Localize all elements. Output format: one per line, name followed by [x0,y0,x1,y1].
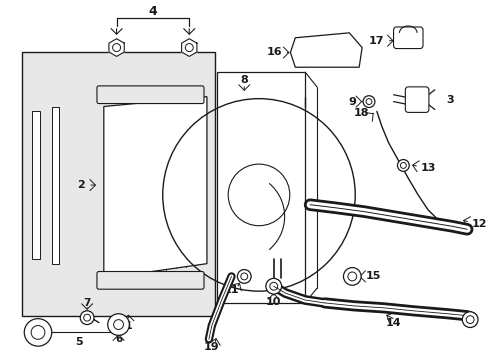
Polygon shape [181,39,197,57]
Text: 10: 10 [265,297,281,307]
Text: 7: 7 [83,298,91,308]
Circle shape [461,312,477,328]
Text: 17: 17 [367,36,383,46]
Circle shape [343,267,361,285]
Text: 12: 12 [471,219,487,229]
Bar [52,107,59,264]
Circle shape [24,319,52,346]
Text: 5: 5 [75,337,83,347]
Text: 13: 13 [420,163,435,174]
Text: 16: 16 [266,48,282,58]
Text: 1: 1 [124,320,132,330]
Text: 6: 6 [115,334,122,344]
FancyBboxPatch shape [97,271,203,289]
FancyBboxPatch shape [97,86,203,104]
Text: 2: 2 [77,180,85,190]
Text: 3: 3 [446,95,453,105]
Text: 14: 14 [385,318,401,328]
Text: 15: 15 [366,271,381,282]
Polygon shape [290,33,362,67]
FancyBboxPatch shape [405,87,428,112]
Text: 19: 19 [203,342,219,352]
Polygon shape [109,39,124,57]
Text: 8: 8 [240,75,247,85]
FancyBboxPatch shape [393,27,422,49]
Bar [216,72,305,303]
Circle shape [397,159,408,171]
Polygon shape [103,97,206,278]
Bar [32,112,40,259]
Circle shape [265,278,281,294]
Text: 11: 11 [224,285,239,295]
Text: 18: 18 [353,108,368,118]
Circle shape [237,270,251,283]
Text: 4: 4 [148,5,157,18]
Circle shape [107,314,129,336]
Circle shape [363,96,374,108]
Bar [22,53,214,316]
Circle shape [80,311,94,325]
Text: 9: 9 [347,96,355,107]
